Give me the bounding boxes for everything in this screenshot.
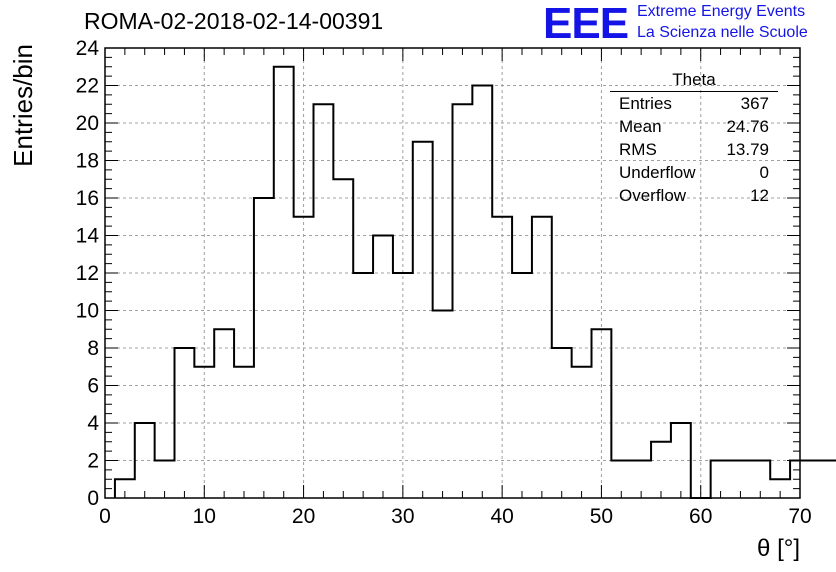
y-tick-label: 4 (87, 412, 99, 435)
plot-frame (104, 47, 801, 499)
histogram-bin (552, 348, 572, 498)
stats-value: 13.79 (726, 140, 769, 159)
y-tick-label: 10 (76, 300, 99, 323)
run-title: ROMA-02-2018-02-14-00391 (84, 8, 384, 34)
y-axis-label: Entries/bin (8, 44, 38, 167)
histogram-bin (214, 329, 234, 498)
histogram-bin (770, 479, 790, 498)
histogram-bin (194, 367, 214, 498)
eee-logo: EEE (543, 0, 629, 48)
histogram-bin (711, 461, 731, 499)
logo-caption-line2: La Scienza nelle Scuole (637, 24, 808, 41)
stats-label: Mean (619, 117, 662, 136)
histogram-bin (512, 273, 532, 498)
histogram-bin (294, 217, 314, 498)
histogram-bin (731, 461, 751, 499)
y-tick-label: 14 (76, 225, 100, 248)
y-tick-label: 18 (76, 150, 99, 173)
histogram-bin (413, 142, 433, 498)
stats-row-underflow: Underflow 0 (610, 161, 778, 184)
histogram-bin (472, 86, 492, 499)
y-tick-label: 8 (87, 337, 99, 360)
y-tick-label: 20 (76, 112, 99, 135)
x-tick-label: 20 (292, 505, 315, 528)
histogram-bin (234, 367, 254, 498)
x-tick-label: 70 (788, 505, 811, 528)
histogram-bin (175, 348, 195, 498)
y-tick-label: 24 (76, 37, 100, 60)
y-tick-label: 0 (87, 487, 99, 510)
histogram-bin (353, 273, 373, 498)
histogram-bin (830, 461, 836, 499)
histogram-bin (572, 367, 592, 498)
stats-row-entries: Entries 367 (610, 92, 778, 115)
histogram-bin (115, 479, 135, 498)
y-tick-label: 6 (87, 375, 99, 398)
histogram-bin (155, 461, 175, 499)
x-tick-label: 0 (99, 505, 111, 528)
histogram-bin (631, 461, 651, 499)
histogram-bin (393, 273, 413, 498)
x-axis-label: θ [°] (757, 535, 800, 562)
histogram-bin (314, 104, 334, 498)
histogram-bin (274, 67, 294, 498)
stats-title: Theta (610, 70, 778, 92)
stats-value: 12 (750, 186, 769, 205)
stats-row-overflow: Overflow 12 (610, 184, 778, 207)
histogram-bin (254, 198, 274, 498)
stats-label: RMS (619, 140, 657, 159)
stats-label: Entries (619, 94, 672, 113)
histogram-bin (135, 423, 155, 498)
stats-value: 0 (759, 163, 769, 182)
histogram-bin (532, 217, 552, 498)
stats-label: Overflow (619, 186, 687, 205)
x-tick-label: 30 (391, 505, 414, 528)
histogram-bin (611, 461, 631, 499)
stats-value: 24.76 (726, 117, 769, 136)
x-tick-label: 40 (490, 505, 513, 528)
histogram-bin (433, 311, 453, 499)
histogram-bin (333, 179, 353, 498)
histogram-series (113, 65, 836, 499)
histogram-bin (592, 329, 612, 498)
stats-box: Theta Entries 367 Mean 24.76 RMS 13.79 U… (610, 70, 778, 207)
histogram-bin (750, 461, 770, 499)
x-tick-label: 10 (193, 505, 216, 528)
y-tick-label: 22 (76, 75, 99, 98)
logo-caption-line1: Extreme Energy Events (637, 3, 806, 20)
x-tick-label: 50 (590, 505, 613, 528)
histogram-bin (671, 423, 691, 498)
stats-value: 367 (740, 94, 769, 113)
histogram-bin (651, 442, 671, 498)
histogram-bin (373, 236, 393, 499)
histogram-bin (492, 217, 512, 498)
x-tick-label: 60 (689, 505, 712, 528)
histogram-bin (810, 461, 830, 499)
stats-label: Underflow (619, 163, 696, 182)
histogram-bin (453, 104, 473, 498)
y-tick-label: 16 (76, 187, 99, 210)
y-tick-label: 12 (76, 262, 99, 285)
stats-row-rms: RMS 13.79 (610, 138, 778, 161)
y-tick-label: 2 (87, 450, 99, 473)
stats-row-mean: Mean 24.76 (610, 115, 778, 138)
